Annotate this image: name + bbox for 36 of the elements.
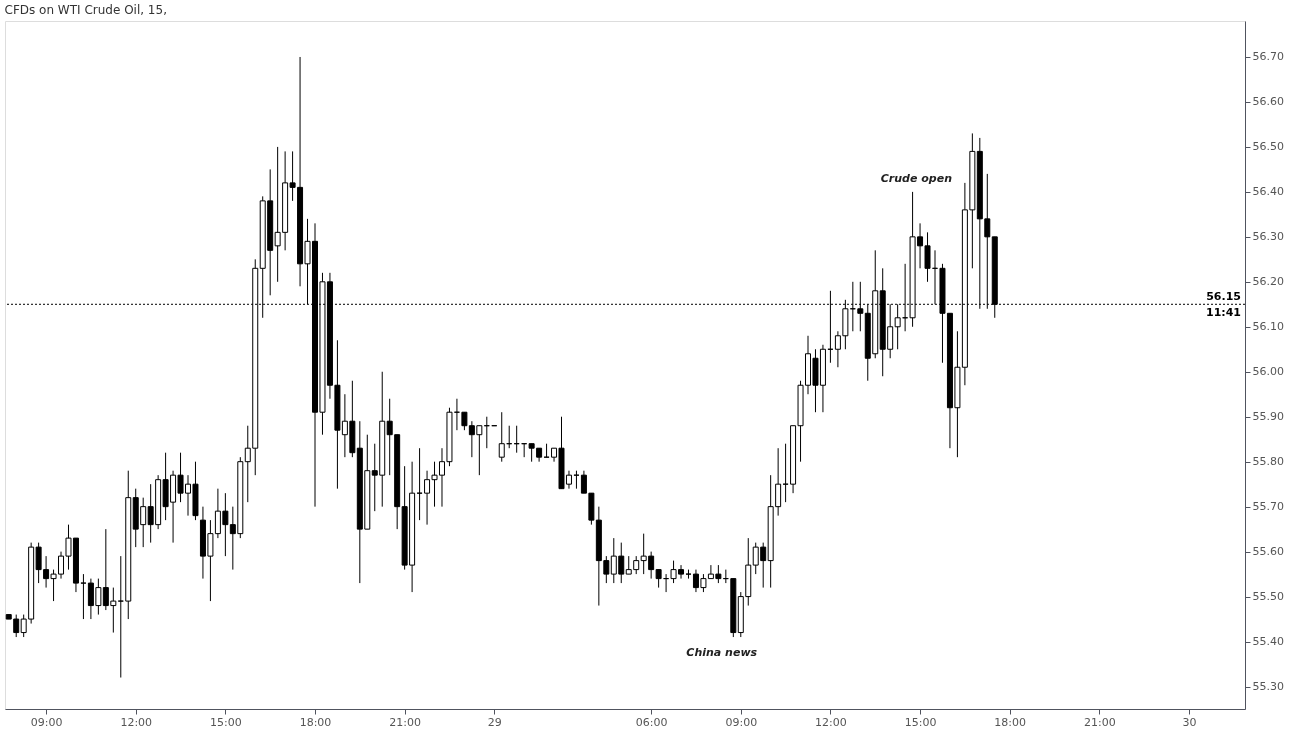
candlestick (80, 573, 87, 620)
x-tick-label: 15:00 (904, 715, 937, 729)
y-tick-label: 55.50 (1252, 590, 1284, 604)
y-tick-label: 55.90 (1252, 410, 1284, 424)
annotation: 11:41 (1205, 306, 1241, 320)
y-tick-label: 56.40 (1252, 185, 1284, 199)
y-tick-label: 55.40 (1252, 635, 1284, 649)
y-tick-label: 56.00 (1252, 365, 1284, 379)
y-tick-label: 55.30 (1252, 680, 1284, 694)
y-tick-label: 55.80 (1252, 455, 1284, 469)
x-tick-label: 30 (1182, 715, 1197, 729)
y-tick-label: 55.60 (1252, 545, 1284, 559)
x-tick-label: 21:00 (1083, 715, 1116, 729)
chart-title: CFDs on WTI Crude Oil, 15, (4, 3, 167, 17)
annotation: Crude open (880, 171, 953, 185)
x-tick-label: 09:00 (30, 715, 63, 729)
y-tick-label: 56.30 (1252, 230, 1284, 244)
x-tick-label: 29 (487, 715, 502, 729)
y-tick-label: 56.60 (1252, 95, 1284, 109)
x-tick-label: 18:00 (299, 715, 332, 729)
y-tick-label: 56.10 (1252, 320, 1284, 334)
x-tick-label: 12:00 (815, 715, 847, 729)
x-tick-label: 09:00 (725, 715, 758, 729)
y-tick-label: 55.70 (1252, 500, 1284, 514)
candlestick (117, 555, 124, 679)
x-tick-label: 06:00 (635, 715, 668, 729)
annotation: China news (686, 645, 758, 659)
ref-line-label: 56.15 (1206, 290, 1241, 304)
y-tick-label: 56.50 (1252, 140, 1284, 154)
y-tick-label: 56.20 (1252, 275, 1284, 289)
x-tick-label: 18:00 (994, 715, 1027, 729)
y-tick-label: 56.70 (1252, 50, 1284, 64)
x-tick-label: 15:00 (210, 715, 242, 729)
candlestick (498, 411, 505, 463)
x-tick-label: 12:00 (120, 715, 153, 729)
x-tick-label: 21:00 (389, 715, 421, 729)
